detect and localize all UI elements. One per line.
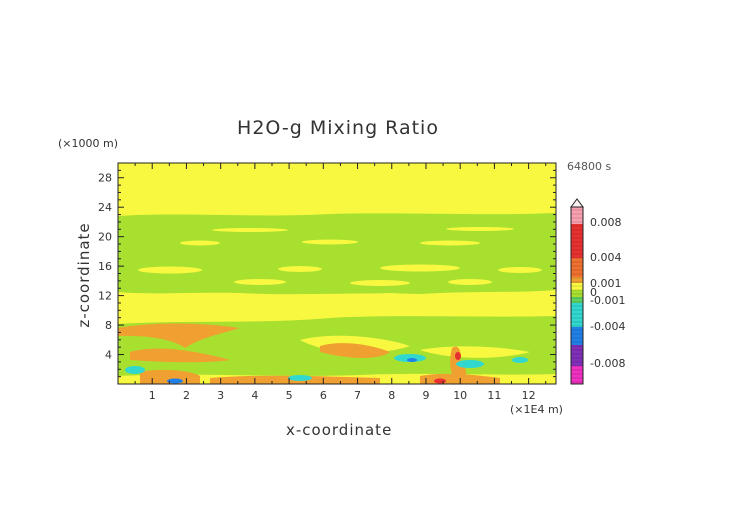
strong-negative-patches: [167, 358, 417, 384]
y-tick-label: 16: [98, 260, 112, 273]
x-tick-label: 5: [286, 389, 293, 402]
colorbar-label: 0.008: [590, 216, 622, 229]
colorbar-label: -0.004: [590, 320, 625, 333]
colorbar-swatch: [571, 303, 583, 327]
y-axis-label: z-coordinate: [75, 222, 93, 328]
x-tick-label: 2: [183, 389, 190, 402]
x-tick-label: 9: [422, 389, 429, 402]
colorbar-swatch: [571, 345, 583, 366]
colorbar-label: 0.004: [590, 251, 622, 264]
x-tick-label: 11: [487, 389, 501, 402]
y-tick-label: 4: [105, 349, 112, 362]
x-unit-label: (×1E4 m): [510, 403, 563, 416]
colorbar-label: -0.008: [590, 357, 625, 370]
x-tick-label: 8: [388, 389, 395, 402]
x-tick-label: 3: [217, 389, 224, 402]
colorbar-label: 0.001: [590, 277, 622, 290]
x-tick-label: 10: [453, 389, 467, 402]
colorbar-swatch: [571, 366, 583, 384]
mid-band-gap: [420, 346, 530, 358]
colorbar-swatch: [571, 297, 583, 303]
negative-anomaly-patches: [125, 354, 528, 381]
colorbar-swatch: [571, 224, 583, 258]
y-tick-label: 12: [98, 290, 112, 303]
x-tick-label: 1: [149, 389, 156, 402]
colorbar-frame: [570, 206, 584, 385]
upper-band-gaps: [132, 227, 542, 302]
colorbar-swatch: [571, 283, 583, 290]
y-tick-label: 28: [98, 172, 112, 185]
x-tick-label: 7: [354, 389, 361, 402]
colorbar-label: 0: [590, 286, 597, 299]
axis-ticks: [117, 162, 556, 385]
x-tick-label: 6: [320, 389, 327, 402]
y-unit-label: (×1000 m): [58, 137, 119, 150]
colorbar-swatch: [571, 290, 583, 297]
upper-anomaly-band: [118, 213, 556, 295]
y-tick-label: 24: [98, 201, 112, 214]
x-tick-label: 4: [251, 389, 258, 402]
x-axis-label: x-coordinate: [286, 421, 393, 439]
y-tick-label: 8: [105, 319, 112, 332]
colorbar-swatch: [571, 327, 583, 345]
heatmap-field: [118, 163, 556, 384]
x-tick-label: 12: [522, 389, 536, 402]
colorbar-swatch: [571, 277, 583, 283]
time-label: 64800 s: [567, 160, 612, 173]
colorbar-swatch: [571, 258, 583, 277]
colorbar-label: -0.001: [590, 294, 625, 307]
y-tick-label: 20: [98, 231, 112, 244]
colorbar-swatch: [571, 207, 583, 224]
colorbar-arrow: [570, 198, 584, 208]
chart-title: H2O-g Mixing Ratio: [237, 117, 439, 139]
